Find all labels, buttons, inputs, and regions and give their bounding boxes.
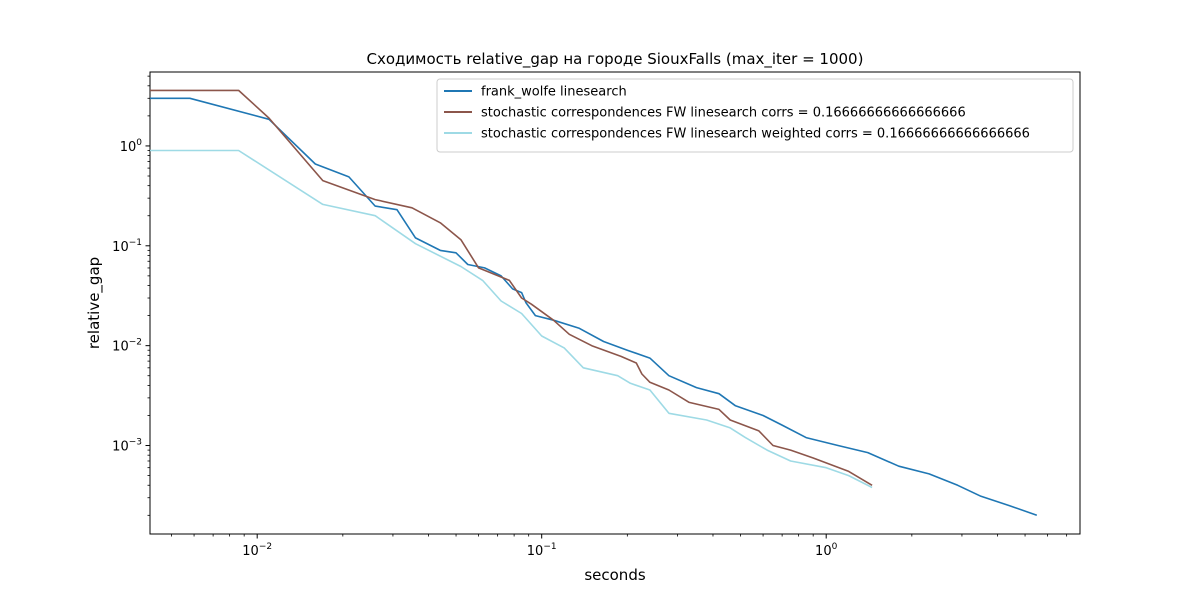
legend-box xyxy=(436,78,1074,153)
legend: frank_wolfe linesearch stochastic corresp… xyxy=(436,78,1074,153)
y-tick-label: 10−1 xyxy=(112,238,142,255)
chart-title: Сходимость relative_gap на городе SiouxF… xyxy=(367,50,864,69)
y-tick-label: 100 xyxy=(120,138,143,155)
series-line-3 xyxy=(150,149,873,489)
y-axis: 10−3 10−2 10−1 100 xyxy=(112,75,150,516)
x-axis-label: seconds xyxy=(584,566,645,584)
legend-label-1: frank_wolfe linesearch xyxy=(481,85,627,100)
y-axis-label: relative_gap xyxy=(85,257,104,349)
series-line-2 xyxy=(150,89,873,486)
series-line-1 xyxy=(150,97,1038,517)
x-tick-label: 100 xyxy=(815,542,838,559)
legend-label-2: stochastic correspondences FW linesearch… xyxy=(481,106,966,121)
y-tick-label: 10−3 xyxy=(112,438,142,455)
x-axis: 10−2 10−1 100 xyxy=(171,534,1068,559)
series-lines xyxy=(150,89,1038,517)
y-tick-label: 10−2 xyxy=(112,338,142,355)
plot-frame xyxy=(149,71,1081,535)
x-tick-label: 10−1 xyxy=(527,542,557,559)
legend-label-3: stochastic correspondences FW linesearch… xyxy=(481,127,1030,142)
x-tick-label: 10−2 xyxy=(242,542,272,559)
